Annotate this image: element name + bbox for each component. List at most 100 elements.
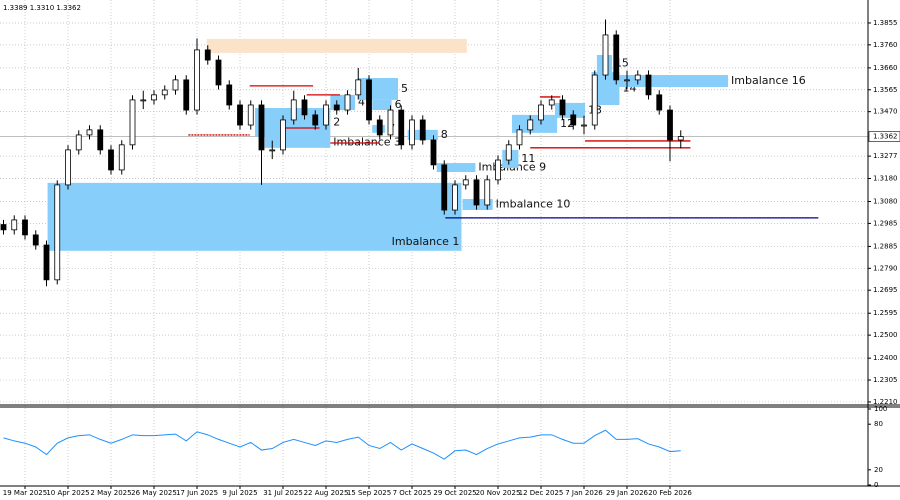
y-tick-label: 1.3180 <box>873 174 898 182</box>
zone-label: 6 <box>395 98 402 111</box>
candle-body <box>194 49 200 111</box>
candle-body <box>656 94 663 111</box>
y-tick-label: 1.3470 <box>873 108 898 116</box>
levels <box>188 85 819 219</box>
header-prices: 1.3389 1.3310 1.3362 <box>3 4 81 12</box>
candle-body <box>441 164 448 211</box>
y-tick-label: 0 <box>874 481 878 489</box>
imbalance-zone <box>47 182 462 251</box>
candle-body <box>559 99 566 116</box>
candle-body <box>505 144 512 161</box>
y-tick-label: 1.2400 <box>873 354 898 362</box>
x-tick-label: 19 Mar 2025 <box>3 489 47 497</box>
imbalance-zone <box>511 114 558 133</box>
zone-label: Imbalance 16 <box>731 74 806 87</box>
x-tick-label: 17 Jun 2025 <box>176 489 218 497</box>
y-tick-label: 80 <box>874 420 883 428</box>
x-tick-label: 20 Feb 2026 <box>648 489 692 497</box>
candle-body <box>118 144 125 171</box>
candle-body <box>108 149 114 171</box>
candle-body <box>344 94 351 111</box>
candle-body <box>269 149 276 152</box>
x-tick-label: 2 May 2025 <box>90 489 131 497</box>
y-tick-label: 1.2790 <box>873 264 898 272</box>
x-tick-label: 7 Oct 2025 <box>393 489 432 497</box>
y-tick-label: 1.3080 <box>873 198 898 206</box>
candle-body <box>215 59 222 86</box>
candle-body <box>312 114 319 126</box>
candle-body <box>398 109 405 146</box>
imbalance-zone <box>436 163 476 173</box>
imbalance-zone <box>554 102 586 118</box>
candle-body <box>0 224 7 231</box>
x-tick-label: 12 Dec 2025 <box>519 489 564 497</box>
candle-body <box>430 139 437 166</box>
candle-body <box>258 104 265 151</box>
candle-body <box>452 184 458 211</box>
zone-label: Imbalance 3 <box>333 135 401 148</box>
candle-body <box>280 119 286 151</box>
zone-label: 11 <box>521 152 535 165</box>
candle-body <box>290 99 297 121</box>
candle-body <box>97 129 104 151</box>
y-tick-label: 1.2305 <box>873 376 898 384</box>
candle-body <box>387 109 394 136</box>
y-tick-label: 1.3855 <box>873 19 898 27</box>
y-tick-label: 1.2500 <box>873 331 898 339</box>
y-tick-label: 1.3660 <box>873 64 898 72</box>
candle-body <box>65 149 71 186</box>
oscillator-line <box>3 429 681 460</box>
zone-label: Imbalance 1 <box>392 235 460 248</box>
candle-body <box>613 34 620 81</box>
candle-body <box>591 74 598 126</box>
candle-body <box>161 89 168 96</box>
y-tick-label: 1.3760 <box>873 41 898 49</box>
candle-body <box>548 99 555 106</box>
candle-body <box>43 244 50 281</box>
candle-body <box>22 219 28 236</box>
zone-label: Imbalance 10 <box>496 198 571 211</box>
candle-body <box>527 119 534 131</box>
candle-body <box>172 79 179 91</box>
y-tick-label: 100 <box>874 405 887 413</box>
candle-body <box>462 179 469 186</box>
candle-body <box>538 104 544 121</box>
x-tick-label: 10 Apr 2025 <box>46 489 89 497</box>
x-tick-label: 26 May 2025 <box>131 489 177 497</box>
x-tick-label: 20 Nov 2025 <box>476 489 521 497</box>
candle-body <box>624 79 630 82</box>
last-price-box <box>868 131 900 142</box>
candle-body <box>409 119 415 146</box>
candle-body <box>366 79 372 121</box>
candle-body <box>32 234 39 246</box>
candle-body <box>183 79 190 111</box>
candle-body <box>140 99 147 102</box>
candle-body <box>323 104 329 126</box>
candle-body <box>355 79 362 96</box>
imbalance-zone <box>372 99 392 111</box>
candle-body <box>495 159 501 181</box>
imbalance-zone <box>358 78 399 100</box>
candle-body <box>54 184 61 281</box>
candle-body <box>473 179 480 206</box>
y-tick-label: 20 <box>874 466 883 474</box>
candle-body <box>484 179 491 206</box>
candle-body <box>667 109 673 141</box>
candle-body <box>419 119 426 141</box>
candle-body <box>11 219 18 231</box>
candle-body <box>634 74 641 81</box>
x-tick-label: 29 Jan 2026 <box>606 489 649 497</box>
candle-body <box>151 94 157 101</box>
y-tick-label: 1.3565 <box>873 86 898 94</box>
x-tick-label: 9 Jul 2025 <box>222 489 257 497</box>
y-tick-label: 1.3277 <box>873 152 898 160</box>
candle-body <box>204 49 211 61</box>
candle-body <box>301 99 308 116</box>
x-tick-label: 22 Aug 2025 <box>304 489 349 497</box>
candle-body <box>237 104 243 126</box>
y-tick-label: 1.2695 <box>873 286 898 294</box>
candle-body <box>581 124 587 127</box>
candle-body <box>516 129 523 146</box>
